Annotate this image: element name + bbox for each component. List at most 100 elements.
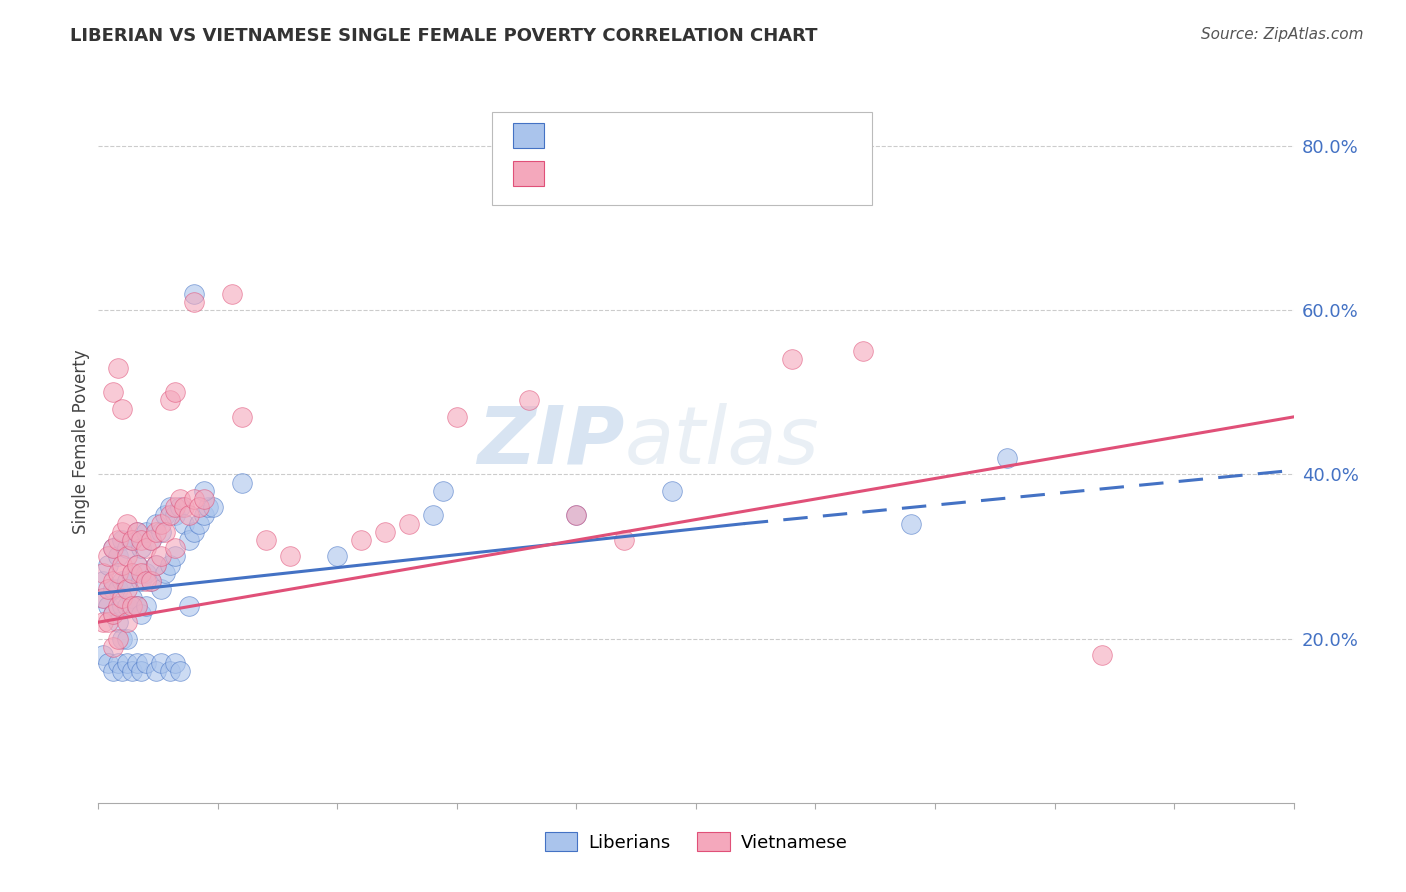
Point xyxy=(125,524,148,539)
Legend: Liberians, Vietnamese: Liberians, Vietnamese xyxy=(537,825,855,859)
Point xyxy=(159,558,181,572)
Point xyxy=(107,657,129,671)
Point xyxy=(374,524,396,539)
Point xyxy=(139,533,162,547)
Point xyxy=(193,483,215,498)
Point xyxy=(111,558,134,572)
Point xyxy=(115,615,138,630)
Point xyxy=(121,566,143,580)
Point xyxy=(121,665,143,679)
Point xyxy=(169,491,191,506)
Point xyxy=(91,566,114,580)
Point xyxy=(111,574,134,588)
Point xyxy=(398,516,420,531)
Point xyxy=(254,533,277,547)
Point xyxy=(565,508,588,523)
Point xyxy=(135,599,157,613)
Point xyxy=(139,574,162,588)
Text: ZIP: ZIP xyxy=(477,402,624,481)
Point xyxy=(121,591,143,605)
Point xyxy=(202,500,225,515)
Point xyxy=(131,541,153,556)
Point xyxy=(193,491,215,506)
Point xyxy=(145,558,167,572)
Point xyxy=(107,632,129,646)
Point xyxy=(613,533,636,547)
Point xyxy=(183,491,205,506)
Y-axis label: Single Female Poverty: Single Female Poverty xyxy=(72,350,90,533)
Text: Source: ZipAtlas.com: Source: ZipAtlas.com xyxy=(1201,27,1364,42)
Point xyxy=(139,533,162,547)
Point xyxy=(149,524,172,539)
Point xyxy=(163,549,186,564)
Point xyxy=(159,665,181,679)
Point xyxy=(422,508,444,523)
Text: R = 0.177: R = 0.177 xyxy=(553,127,643,145)
Point xyxy=(145,558,167,572)
Point xyxy=(350,533,373,547)
Point xyxy=(115,516,138,531)
Point xyxy=(159,508,181,523)
Point xyxy=(135,566,157,580)
Point xyxy=(91,648,114,662)
Point xyxy=(101,541,124,556)
Point xyxy=(121,533,143,547)
Point xyxy=(159,393,181,408)
Text: R = 0.417: R = 0.417 xyxy=(553,164,643,182)
Point xyxy=(145,665,167,679)
Point xyxy=(97,582,120,597)
Point xyxy=(135,657,157,671)
Point xyxy=(900,516,922,531)
Point xyxy=(115,599,138,613)
Point xyxy=(197,500,219,515)
Point xyxy=(183,524,205,539)
Point xyxy=(125,599,148,613)
Point xyxy=(163,508,186,523)
Point xyxy=(163,500,186,515)
Point xyxy=(125,657,148,671)
Point xyxy=(326,549,349,564)
Text: N = 77: N = 77 xyxy=(696,127,763,145)
Point xyxy=(179,508,201,523)
Point xyxy=(111,665,134,679)
Point xyxy=(125,558,148,572)
Point xyxy=(517,393,540,408)
Point xyxy=(107,582,129,597)
Point xyxy=(101,665,124,679)
Point xyxy=(183,286,205,301)
Point xyxy=(179,533,201,547)
Point xyxy=(852,344,875,359)
Point xyxy=(131,533,153,547)
Point xyxy=(163,541,186,556)
Point xyxy=(163,385,186,400)
Point xyxy=(115,574,138,588)
Point xyxy=(155,508,177,523)
Point xyxy=(155,566,177,580)
Point xyxy=(149,582,172,597)
Point xyxy=(111,599,134,613)
Point xyxy=(163,657,186,671)
Point xyxy=(179,599,201,613)
Point xyxy=(97,558,120,572)
Point xyxy=(565,508,588,523)
Point xyxy=(101,640,124,654)
Point xyxy=(111,401,134,416)
Point xyxy=(173,516,195,531)
Point xyxy=(91,574,114,588)
Point xyxy=(278,549,301,564)
Point xyxy=(125,558,148,572)
Point xyxy=(115,632,138,646)
Point xyxy=(107,615,129,630)
Point xyxy=(131,574,153,588)
Point xyxy=(115,541,138,556)
Point xyxy=(91,615,114,630)
Point xyxy=(145,516,167,531)
Point xyxy=(97,599,120,613)
Point xyxy=(121,599,143,613)
Point xyxy=(169,500,191,515)
Point xyxy=(121,533,143,547)
Point xyxy=(97,657,120,671)
Point xyxy=(187,500,209,515)
Point xyxy=(107,360,129,375)
Point xyxy=(115,657,138,671)
